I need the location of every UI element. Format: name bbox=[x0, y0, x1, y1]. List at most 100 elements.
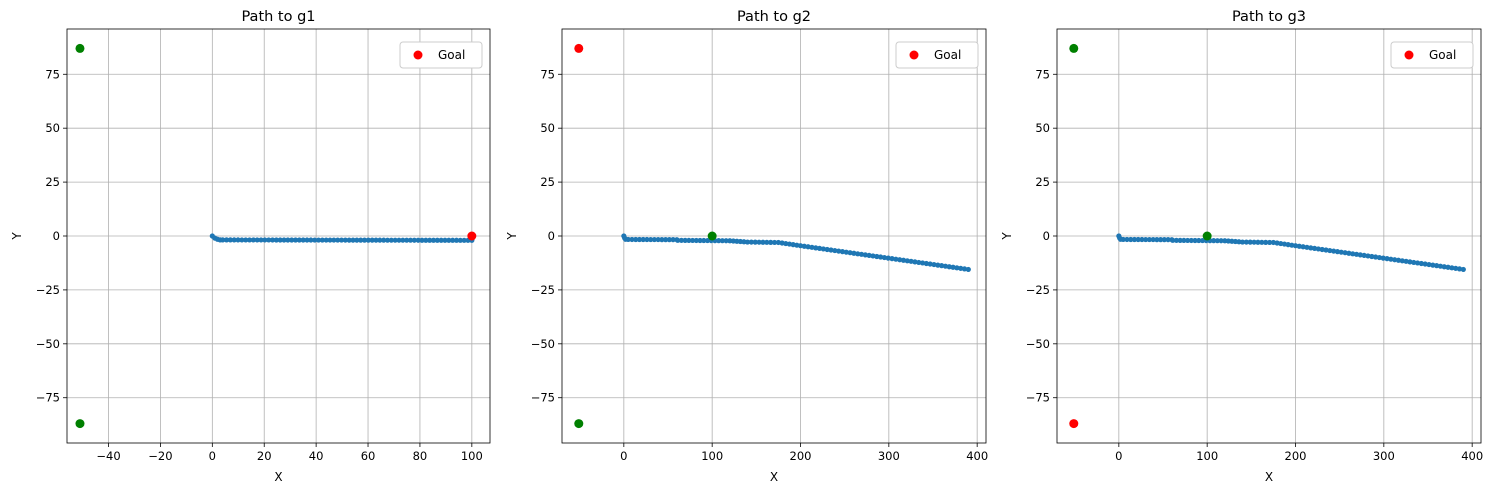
path-point bbox=[693, 237, 699, 244]
path-point bbox=[855, 251, 861, 257]
x-tick-label: 200 bbox=[1285, 449, 1307, 463]
path-point bbox=[919, 260, 926, 266]
path-point bbox=[1308, 245, 1314, 251]
path-point bbox=[1304, 244, 1310, 250]
path-point bbox=[858, 251, 865, 257]
path-point bbox=[813, 245, 819, 251]
path-point bbox=[266, 237, 272, 243]
subplot-1: −40 −20 0 20 40 60 80 100 −75 −50 −25 0 25 50 75 Path t… bbox=[10, 9, 491, 484]
axes-frame bbox=[1056, 28, 1482, 444]
y-tick-label: 75 bbox=[1035, 67, 1050, 81]
legend: Goal bbox=[895, 41, 979, 69]
path-point bbox=[285, 237, 291, 243]
path-point bbox=[748, 239, 754, 245]
path-point bbox=[768, 239, 774, 245]
path-point bbox=[453, 237, 460, 243]
path-point bbox=[1353, 251, 1360, 257]
x-tick-label: −20 bbox=[148, 449, 172, 463]
path-point bbox=[716, 238, 722, 244]
path-point bbox=[354, 237, 360, 243]
legend-box bbox=[399, 41, 483, 69]
path-point bbox=[946, 264, 952, 270]
path-point bbox=[262, 237, 268, 243]
path-point bbox=[1239, 239, 1246, 245]
axes-frame bbox=[561, 28, 987, 444]
path-point bbox=[897, 257, 903, 263]
path-point bbox=[1369, 253, 1375, 260]
path-point bbox=[323, 237, 329, 243]
path-point bbox=[870, 253, 876, 259]
path-point bbox=[752, 239, 758, 245]
x-tick-label: 400 bbox=[966, 449, 988, 463]
x-tick-label: 80 bbox=[413, 449, 428, 463]
path-point bbox=[235, 237, 241, 243]
path-point bbox=[839, 249, 846, 255]
x-tick-label: 300 bbox=[1373, 449, 1395, 463]
path-point bbox=[1135, 236, 1141, 243]
path-point bbox=[369, 237, 375, 243]
y-tick-label: 50 bbox=[1035, 121, 1050, 135]
y-tick-label: 50 bbox=[540, 121, 555, 135]
chart-title: Path to g2 bbox=[737, 9, 811, 25]
path-point bbox=[1188, 237, 1194, 244]
path-point bbox=[427, 237, 433, 243]
path-point bbox=[1131, 236, 1138, 243]
path-point bbox=[1296, 243, 1302, 249]
path-point bbox=[1146, 236, 1153, 243]
path-point bbox=[659, 236, 665, 243]
path-point bbox=[633, 236, 639, 243]
path-point bbox=[843, 249, 849, 255]
path-point bbox=[1453, 265, 1459, 271]
path-point bbox=[832, 247, 838, 254]
path-point bbox=[250, 237, 256, 243]
path-point bbox=[1161, 237, 1167, 243]
path-point bbox=[442, 237, 448, 243]
path-point bbox=[820, 246, 826, 252]
path-point bbox=[1426, 261, 1432, 268]
path-point bbox=[1418, 260, 1424, 267]
subplot-2: 0 100 200 300 400 −75 −50 −25 0 25 50 75 Path to g2 X… bbox=[505, 9, 988, 484]
path-point bbox=[809, 244, 815, 250]
path-point bbox=[434, 237, 440, 243]
path-point bbox=[1365, 253, 1371, 259]
y-tick-label: 75 bbox=[45, 67, 60, 81]
path-point bbox=[916, 259, 922, 266]
path-point bbox=[675, 237, 681, 243]
path-point bbox=[358, 237, 364, 243]
path-point bbox=[296, 237, 302, 243]
x-tick-label: 20 bbox=[257, 449, 272, 463]
path-point bbox=[1300, 244, 1306, 250]
path-point bbox=[1150, 236, 1156, 243]
path-point bbox=[648, 236, 654, 243]
legend-label: Goal bbox=[934, 48, 961, 62]
path-point bbox=[1395, 257, 1402, 263]
x-tick-label: 300 bbox=[878, 449, 900, 463]
path-point bbox=[327, 237, 333, 243]
path-point bbox=[797, 243, 804, 249]
path-point bbox=[1392, 257, 1398, 263]
path-point bbox=[269, 237, 276, 243]
path-point bbox=[377, 237, 383, 243]
y-axis-label: Y bbox=[505, 232, 519, 241]
goal-point bbox=[1069, 419, 1079, 429]
legend: Goal bbox=[399, 41, 483, 69]
path-point bbox=[1384, 256, 1390, 262]
path-point bbox=[805, 244, 811, 250]
path-point bbox=[1342, 250, 1348, 256]
path-point bbox=[1211, 238, 1217, 244]
path-point bbox=[670, 237, 676, 243]
path-point bbox=[373, 237, 379, 243]
path-point bbox=[912, 259, 918, 265]
path-point bbox=[958, 265, 964, 271]
path-point bbox=[338, 237, 345, 243]
path-point bbox=[1376, 254, 1383, 261]
x-axis-label: X bbox=[274, 470, 282, 484]
path-point bbox=[1361, 252, 1367, 259]
path-point bbox=[847, 250, 853, 256]
path-point bbox=[816, 245, 823, 251]
y-tick-label: 50 bbox=[45, 121, 60, 135]
path-point bbox=[1441, 264, 1447, 270]
other-goal-point bbox=[1069, 43, 1079, 53]
x-axis-label: X bbox=[770, 470, 778, 484]
path-point bbox=[889, 256, 895, 262]
